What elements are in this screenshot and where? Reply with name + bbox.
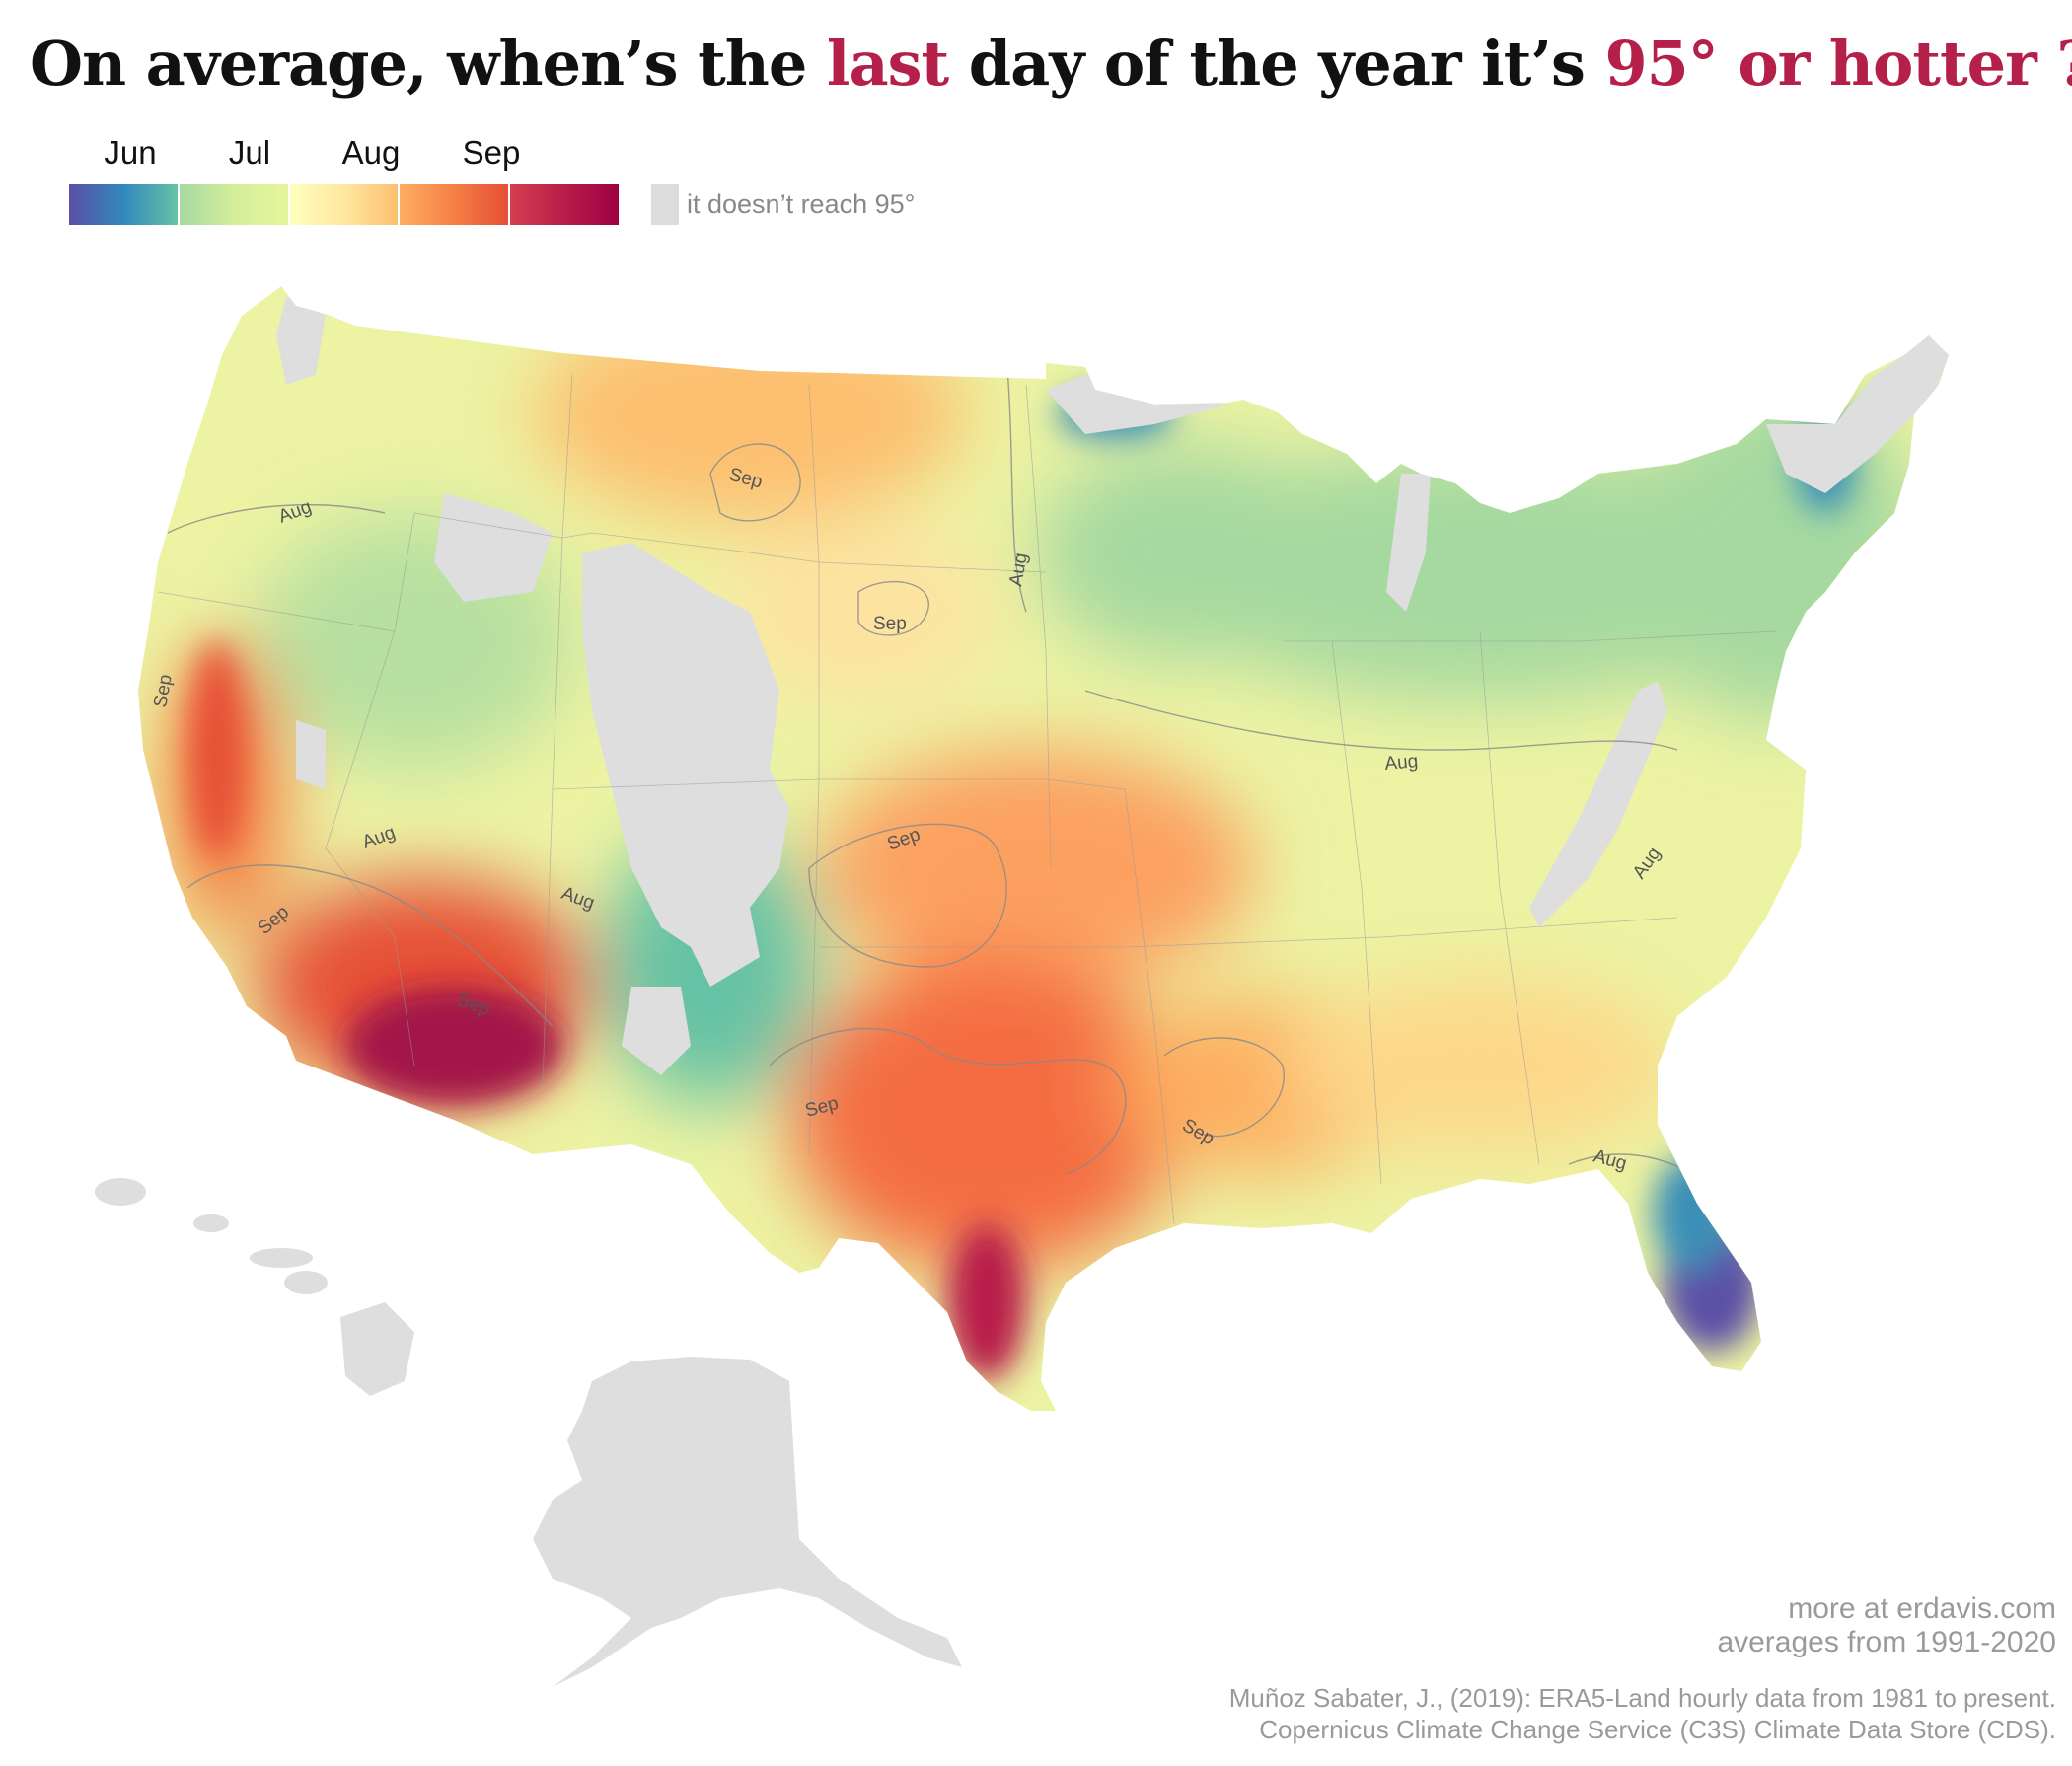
contour-midwest-aug xyxy=(1084,690,1678,751)
contour-louisiana-sep xyxy=(1163,1037,1285,1138)
no-data-cascades xyxy=(276,296,326,385)
contour-dakota-sep xyxy=(857,580,929,636)
no-data-sierra xyxy=(296,720,326,789)
zone-southeast-aug xyxy=(1283,977,1677,1154)
zone-rio-grande-oct xyxy=(947,1223,1026,1381)
contour-label-group: Sep Aug Sep Sep Aug Aug Sep Aug Sep Sep … xyxy=(150,465,1665,1175)
footer-averages: averages from 1991-2020 xyxy=(1717,1626,2056,1658)
hawaii-kauai-shape xyxy=(95,1178,146,1206)
no-data-lake-michigan xyxy=(1386,474,1431,612)
contour-lines xyxy=(167,354,1718,1195)
no-data-areas xyxy=(276,296,1949,1075)
no-data-maine-adirondacks xyxy=(1766,335,1949,493)
footer-citation-1: Muñoz Sabater, J., (2019): ERA5-Land hou… xyxy=(1228,1683,2056,1713)
footer-citation-2: Copernicus Climate Change Service (C3S) … xyxy=(1259,1715,2056,1744)
no-data-wyoming-colorado xyxy=(582,543,789,987)
border-line-4 xyxy=(808,384,820,1155)
zone-minnesota-jul xyxy=(1036,444,1332,661)
hawaii-inset xyxy=(95,1178,414,1396)
contour-texas-sep xyxy=(769,1027,1127,1175)
legend-month-aug: Aug xyxy=(341,134,401,171)
legend-segment-sep xyxy=(400,184,511,225)
hawaii-oahu-shape xyxy=(193,1214,229,1232)
contour-arizona-sep xyxy=(186,864,554,1027)
legend-segment-jul xyxy=(179,184,290,225)
no-data-central-idaho xyxy=(434,493,553,602)
contour-minnesota-aug xyxy=(1005,354,1027,613)
border-line-1 xyxy=(157,512,1047,632)
contour-kansas-sep xyxy=(808,823,1007,968)
hawaii-molokai-shape xyxy=(250,1248,313,1268)
border-line-9 xyxy=(1331,640,1382,1185)
border-line-11 xyxy=(1283,630,1777,642)
legend-month-jun: Jun xyxy=(104,134,157,171)
legend-gradient-bar xyxy=(69,184,619,225)
legend-no-data-swatch xyxy=(651,184,679,225)
no-data-new-mexico-mountains xyxy=(622,987,691,1075)
border-line-7 xyxy=(819,917,1678,948)
footer-site-link: more at erdavis.com xyxy=(1788,1592,2056,1625)
title-text-1: On average, when’s the xyxy=(30,28,827,100)
legend-no-data-label: it doesn’t reach 95° xyxy=(687,189,916,219)
zone-kansas-sep xyxy=(819,750,1253,987)
contour-label-4: Sep xyxy=(873,614,907,634)
title-accent-95: 95° xyxy=(1604,28,1718,100)
border-line-6 xyxy=(552,778,1126,790)
hawaii-maui-shape xyxy=(284,1271,328,1294)
legend-segment-aug xyxy=(289,184,401,225)
border-line-5 xyxy=(1025,384,1052,869)
alaska-inset xyxy=(533,1357,962,1687)
contour-montana-sep xyxy=(709,443,801,522)
legend-segment-oct xyxy=(510,184,619,225)
state-borders xyxy=(157,374,1777,1224)
legend-segment-jun xyxy=(69,184,180,225)
no-data-lake-superior xyxy=(1046,375,1228,434)
title-accent-last: last xyxy=(826,28,949,100)
hawaii-big-island-shape xyxy=(340,1302,414,1396)
title-accent-or-hotter: or hotter xyxy=(1717,28,2036,100)
title-question-mark: ? xyxy=(2036,28,2072,100)
title-text-2: day of the year it’s xyxy=(948,28,1605,100)
zone-sacramento-sep xyxy=(189,641,245,858)
border-line-10 xyxy=(1479,630,1540,1165)
zone-lower-colorado-oct xyxy=(345,987,562,1105)
border-line-8 xyxy=(1124,788,1175,1224)
border-line-3 xyxy=(542,374,573,1086)
legend-month-jul: Jul xyxy=(228,134,271,171)
legend-month-sep: Sep xyxy=(462,134,521,171)
contour-label-11: Aug xyxy=(1384,751,1420,774)
conus-heatmap xyxy=(138,286,1949,1411)
zone-florida-teal xyxy=(1653,1154,1732,1273)
zone-texas-sep xyxy=(789,957,1184,1273)
border-line-2 xyxy=(325,630,415,1067)
page-title: On average, when’s the last day of the y… xyxy=(30,28,2072,100)
contour-oregon-aug xyxy=(167,504,386,534)
